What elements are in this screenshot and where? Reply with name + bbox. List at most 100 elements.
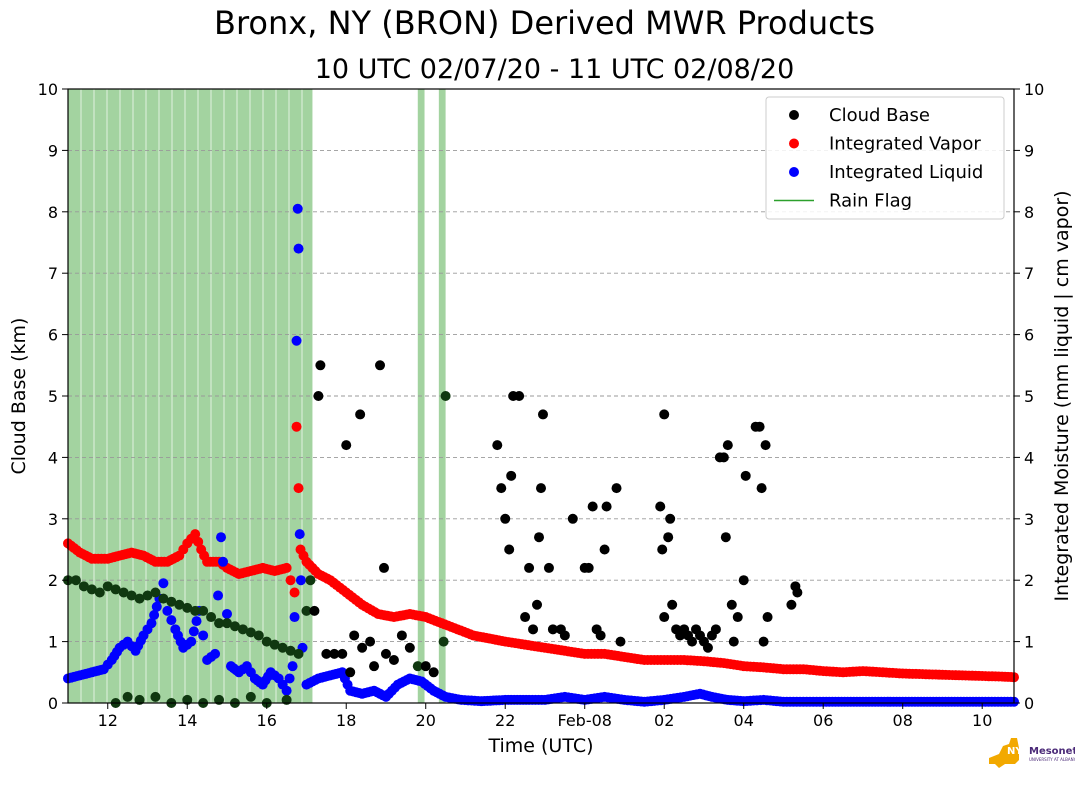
data-point-cloud-base bbox=[122, 691, 133, 702]
data-point-cloud-base bbox=[277, 642, 288, 653]
data-point-cloud-base bbox=[198, 605, 209, 616]
x-tick-label: 04 bbox=[734, 711, 754, 730]
data-point-integrated-liquid bbox=[186, 636, 197, 647]
data-point-cloud-base bbox=[269, 639, 280, 650]
data-point-cloud-base bbox=[329, 648, 340, 659]
x-tick-label: 16 bbox=[257, 711, 277, 730]
x-axis-label: Time (UTC) bbox=[487, 735, 593, 757]
y-tick-label: 5 bbox=[48, 387, 58, 406]
data-point-integrated-liquid bbox=[149, 609, 160, 620]
data-point-cloud-base bbox=[229, 621, 240, 632]
data-point-cloud-base bbox=[587, 501, 598, 512]
x-tick-label: 10 bbox=[972, 711, 992, 730]
y-tick-label: 9 bbox=[48, 141, 58, 160]
data-point-cloud-base bbox=[740, 470, 751, 481]
data-point-integrated-vapor bbox=[285, 575, 296, 586]
data-point-cloud-base bbox=[369, 661, 380, 672]
y-tick-label-right: 8 bbox=[1024, 203, 1034, 222]
data-point-integrated-liquid bbox=[287, 661, 298, 672]
x-tick-label: Feb-08 bbox=[557, 711, 611, 730]
y-tick-label: 0 bbox=[48, 694, 58, 713]
data-point-cloud-base bbox=[174, 599, 185, 610]
data-point-cloud-base bbox=[738, 575, 749, 586]
data-point-cloud-base bbox=[301, 605, 312, 616]
data-point-cloud-base bbox=[792, 587, 803, 598]
data-point-cloud-base bbox=[528, 624, 539, 635]
x-tick-label: 14 bbox=[177, 711, 197, 730]
data-point-cloud-base bbox=[722, 440, 733, 451]
data-point-cloud-base bbox=[380, 648, 391, 659]
data-point-integrated-liquid bbox=[292, 203, 303, 214]
data-point-integrated-liquid bbox=[146, 618, 157, 629]
data-point-cloud-base bbox=[134, 593, 145, 604]
data-point-cloud-base bbox=[599, 544, 610, 555]
data-point-integrated-liquid bbox=[218, 556, 229, 567]
data-point-cloud-base bbox=[420, 661, 431, 672]
data-point-cloud-base bbox=[720, 532, 731, 543]
data-point-cloud-base bbox=[659, 409, 670, 420]
data-point-cloud-base bbox=[506, 470, 517, 481]
data-point-cloud-base bbox=[534, 532, 545, 543]
data-point-cloud-base bbox=[583, 562, 594, 573]
data-point-integrated-liquid bbox=[162, 605, 173, 616]
data-point-integrated-vapor bbox=[293, 483, 304, 494]
y-tick-label-right: 3 bbox=[1024, 510, 1034, 529]
data-point-cloud-base bbox=[158, 593, 169, 604]
data-point-cloud-base bbox=[253, 630, 264, 641]
data-point-cloud-base bbox=[732, 612, 743, 623]
data-point-cloud-base bbox=[524, 562, 535, 573]
data-point-cloud-base bbox=[309, 605, 320, 616]
data-point-cloud-base bbox=[726, 599, 737, 610]
data-point-cloud-base bbox=[762, 612, 773, 623]
data-point-cloud-base bbox=[492, 440, 503, 451]
data-point-cloud-base bbox=[285, 645, 296, 656]
data-point-integrated-liquid bbox=[213, 590, 224, 601]
data-point-cloud-base bbox=[70, 575, 81, 586]
chart-subtitle: 10 UTC 02/07/20 - 11 UTC 02/08/20 bbox=[314, 54, 795, 85]
data-point-cloud-base bbox=[337, 648, 348, 659]
data-point-cloud-base bbox=[547, 624, 558, 635]
data-point-cloud-base bbox=[615, 636, 626, 647]
y-tick-label-right: 6 bbox=[1024, 326, 1034, 345]
x-tick-label: 20 bbox=[416, 711, 436, 730]
y-axis-label: Cloud Base (km) bbox=[8, 318, 30, 475]
data-point-cloud-base bbox=[728, 636, 739, 647]
data-point-cloud-base bbox=[659, 612, 670, 623]
data-point-integrated-vapor bbox=[289, 587, 300, 598]
data-point-cloud-base bbox=[237, 624, 248, 635]
y-tick-label: 2 bbox=[48, 571, 58, 590]
data-point-cloud-base bbox=[496, 483, 507, 494]
y-tick-label-right: 1 bbox=[1024, 633, 1034, 652]
legend: Cloud Base Integrated Vapor Integrated Liq… bbox=[765, 96, 1005, 220]
data-point-cloud-base bbox=[786, 599, 797, 610]
data-point-cloud-base bbox=[313, 391, 324, 401]
data-point-cloud-base bbox=[500, 513, 511, 524]
x-tick-label: 22 bbox=[495, 711, 515, 730]
data-point-integrated-liquid bbox=[158, 578, 169, 589]
data-point-cloud-base bbox=[126, 590, 137, 601]
logo-nys: NYS bbox=[1007, 746, 1030, 757]
data-layer bbox=[63, 203, 1019, 708]
data-point-cloud-base bbox=[710, 624, 721, 635]
nys-mesonet-logo: NYS Mesonet UNIVERSITY AT ALBANY bbox=[985, 734, 1077, 770]
data-point-integrated-liquid bbox=[291, 335, 302, 346]
data-point-cloud-base bbox=[396, 630, 407, 641]
data-point-cloud-base bbox=[514, 391, 525, 401]
data-point-cloud-base bbox=[150, 587, 161, 598]
legend-label: Integrated Liquid bbox=[829, 162, 983, 183]
data-point-cloud-base bbox=[110, 584, 121, 595]
data-point-cloud-base bbox=[378, 562, 389, 573]
y-tick-label: 4 bbox=[48, 448, 58, 467]
data-point-cloud-base bbox=[166, 596, 177, 607]
data-point-cloud-base bbox=[567, 513, 578, 524]
data-point-cloud-base bbox=[190, 605, 201, 616]
data-point-integrated-vapor bbox=[291, 421, 302, 432]
x-tick-label: 06 bbox=[813, 711, 833, 730]
data-point-cloud-base bbox=[595, 630, 606, 641]
data-point-cloud-base bbox=[349, 630, 360, 641]
data-point-cloud-base bbox=[150, 691, 161, 702]
data-point-integrated-vapor bbox=[190, 529, 201, 540]
y-tick-label: 7 bbox=[48, 264, 58, 283]
data-point-cloud-base bbox=[665, 513, 676, 524]
